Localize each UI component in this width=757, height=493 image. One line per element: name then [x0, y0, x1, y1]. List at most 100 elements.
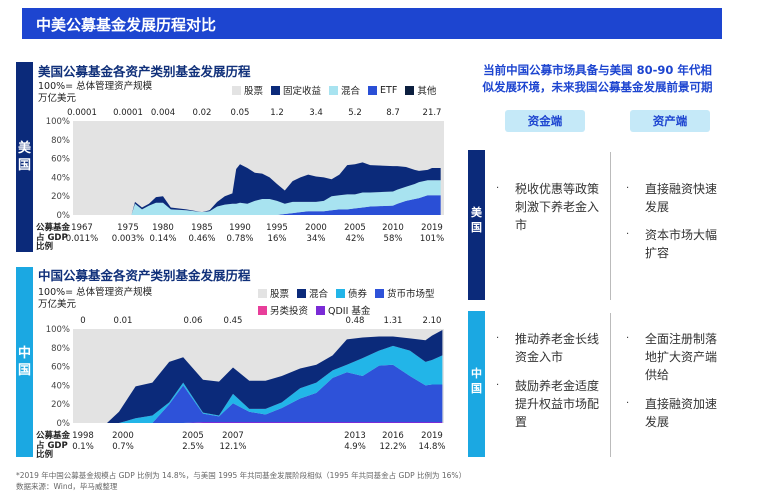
cn-asset-item: 直接融资加速发展	[645, 397, 718, 429]
gdp-label-line: 比例	[36, 450, 54, 460]
y-tick-label: 80%	[51, 344, 70, 354]
right-cn-label: 中国	[471, 367, 482, 395]
legend-swatch	[258, 305, 267, 315]
gdp-ratio-label: 4.9%	[344, 442, 366, 452]
legend-swatch	[258, 288, 267, 298]
x-tick-label: 2016	[382, 431, 404, 441]
cn-side-bar: 中国	[16, 267, 33, 457]
gdp-ratio-label: 2.5%	[182, 442, 204, 452]
gdp-ratio-label: 42%	[346, 234, 365, 244]
cn-funding-item: 推动养老金长线资金入市	[515, 332, 600, 364]
us-legend: 股票 固定收益 混合 ETF 其他	[232, 83, 436, 97]
gdp-label-line: 占 GDP	[36, 232, 68, 243]
legend-swatch	[232, 85, 241, 95]
aum-label: 3.4	[309, 108, 323, 118]
gdp-label-line: 公募基金	[36, 431, 71, 441]
y-tick-label: 100%	[46, 325, 70, 335]
legend-label: 其他	[417, 86, 437, 97]
gdp-ratio-label: 0.003%	[112, 234, 144, 244]
y-tick-label: 20%	[51, 192, 70, 202]
us-asset-item: 资本市场大幅扩容	[645, 228, 718, 260]
cn-legend: 股票 混合 债券 货币市场型 另类投资 QDII 基金	[258, 286, 458, 317]
x-tick-label: 2000	[112, 431, 134, 441]
us-subtitle-2: 万亿美元	[38, 93, 77, 104]
cn-chart-title: 中国公募基金各资产类别基金发展历程	[38, 268, 251, 283]
legend-swatch	[368, 85, 378, 95]
x-tick-label: 1975	[117, 223, 139, 233]
legend-swatch	[316, 305, 326, 315]
x-tick-label: 1998	[72, 431, 94, 441]
legend-item: 混合	[297, 286, 328, 300]
aum-label: 0.01	[114, 316, 133, 326]
footnote: *2019 年中国公募基金规模占 GDP 比例为 14.8%，与美国 1995 …	[16, 471, 467, 480]
us-side-label: 美国	[17, 141, 31, 173]
legend-swatch	[271, 85, 281, 95]
aum-label: 5.2	[348, 108, 362, 118]
us-gdp-label: 公募基金占 GDP 比例	[36, 223, 71, 253]
area-债券	[73, 345, 443, 423]
cn-side-label: 中国	[17, 346, 31, 378]
aum-label: 0.05	[231, 108, 250, 118]
gdp-ratio-label: 16%	[268, 234, 287, 244]
us-side-bar: 美国	[16, 62, 33, 252]
legend-item: 固定收益	[271, 83, 321, 97]
aum-label: 0.06	[184, 316, 203, 326]
y-tick-label: 60%	[51, 155, 70, 165]
y-tick-label: 20%	[51, 400, 70, 410]
cn-asset-item: 全面注册制落地扩大资产端供给	[645, 332, 718, 382]
area-QDII-基金	[73, 422, 443, 423]
x-tick-label: 2019	[421, 431, 443, 441]
legend-swatch	[329, 85, 339, 95]
aum-label: 2.10	[423, 316, 442, 326]
gdp-ratio-label: 12.2%	[379, 442, 406, 452]
x-tick-label: 2005	[182, 431, 204, 441]
aum-label: 8.7	[386, 108, 400, 118]
legend-label: 混合	[341, 86, 361, 97]
aum-label: 0.48	[346, 316, 365, 326]
x-tick-label: 1985	[191, 223, 213, 233]
legend-label: 债券	[348, 289, 368, 300]
bullet-icon: ·	[626, 183, 630, 194]
gdp-ratio-label: 0.14%	[149, 234, 176, 244]
aum-label: 1.2	[270, 108, 284, 118]
bullet-icon: ·	[496, 333, 500, 344]
legend-label: QDII 基金	[328, 306, 371, 317]
right-cn-bar: 中国	[468, 311, 485, 457]
legend-item: QDII 基金	[316, 303, 370, 317]
x-tick-label: 2007	[222, 431, 244, 441]
right-us-label: 美国	[471, 206, 482, 234]
x-tick-label: 1990	[229, 223, 251, 233]
gdp-ratio-label: 34%	[307, 234, 326, 244]
tab-asset-side: 资产端	[630, 110, 710, 132]
gdp-label-line: 公募基金	[36, 223, 71, 233]
right-title: 当前中国公募市场具备与美国 80-90 年代相 似发展环境，未来我国公募基金发展前…	[470, 62, 725, 96]
right-title-line-2: 似发展环境，未来我国公募基金发展前景可期	[482, 80, 713, 94]
page-title: 中美公募基金发展历程对比	[36, 16, 217, 34]
cn-divider	[610, 313, 611, 457]
area-货币市场型	[73, 364, 443, 423]
legend-swatch	[336, 288, 346, 298]
legend-item: 另类投资	[258, 303, 308, 317]
us-chart-title: 美国公募基金各资产类别基金发展历程	[38, 64, 251, 79]
data-source: 数据来源：Wind，毕马威整理	[16, 482, 118, 491]
gdp-label-line: 占 GDP	[36, 440, 68, 451]
legend-item: 股票	[232, 83, 263, 97]
cn-gdp-label: 公募基金占 GDP 比例	[36, 431, 71, 461]
area-混合	[73, 329, 443, 423]
legend-item: 混合	[329, 83, 360, 97]
area-ETF	[82, 195, 441, 215]
x-tick-label: 2013	[344, 431, 366, 441]
legend-item: 债券	[336, 286, 367, 300]
legend-swatch	[297, 288, 307, 298]
legend-swatch	[405, 85, 415, 95]
cn-subtitle-2: 万亿美元	[38, 299, 77, 310]
legend-item: ETF	[368, 83, 397, 97]
y-tick-label: 0%	[57, 211, 71, 221]
x-tick-label: 2010	[382, 223, 404, 233]
gdp-ratio-label: 101%	[420, 234, 444, 244]
bullet-icon: ·	[496, 380, 500, 391]
us-divider	[610, 152, 611, 300]
area-固定收益	[82, 162, 441, 215]
